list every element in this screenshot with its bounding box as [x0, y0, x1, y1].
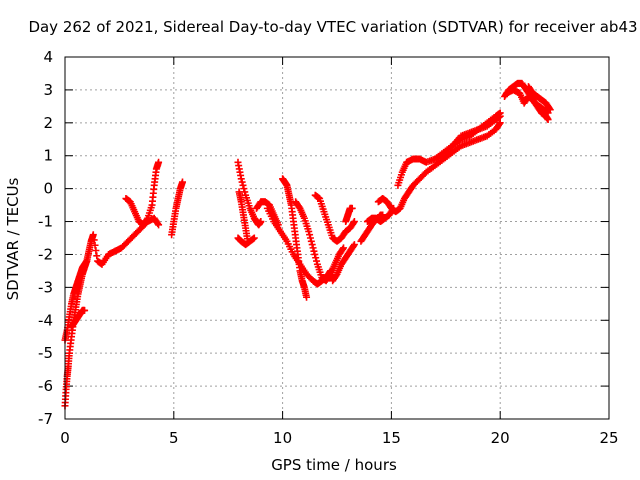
y-tick-label: -5: [38, 344, 53, 362]
series-arc-5: [168, 178, 187, 239]
data-point: [237, 175, 245, 183]
data-point: [143, 216, 151, 224]
data-point: [92, 247, 100, 255]
data-point: [350, 241, 358, 249]
data-point: [350, 218, 358, 226]
data-point: [495, 120, 503, 128]
data-point: [496, 109, 504, 117]
data-point: [545, 104, 553, 112]
data-point: [303, 293, 311, 301]
x-tick-label: 5: [169, 429, 179, 447]
series-arc-11: [279, 175, 311, 301]
x-axis-label: GPS time / hours: [271, 456, 397, 474]
data-point: [244, 237, 252, 245]
data-point: [340, 244, 348, 252]
series-arc-6: [234, 158, 265, 229]
y-tick-label: -2: [38, 245, 53, 263]
series-arc-3: [68, 306, 89, 331]
data-point: [309, 244, 317, 252]
data-point: [240, 185, 248, 193]
data-point: [91, 241, 99, 249]
y-tick-label: -7: [38, 410, 53, 428]
data-point: [90, 236, 98, 244]
data-point: [496, 119, 504, 127]
data-point: [81, 306, 89, 314]
data-point: [250, 234, 258, 242]
series-arc-18: [374, 119, 504, 216]
series-arc-14: [329, 241, 358, 285]
data-point: [308, 241, 316, 249]
data-point: [312, 254, 320, 262]
x-tick-label: 10: [273, 429, 292, 447]
data-point: [307, 237, 315, 245]
series-arc-22: [503, 86, 552, 124]
series-arc-8: [235, 188, 252, 245]
series-arc-23: [524, 83, 554, 114]
data-point: [83, 257, 91, 265]
series-arc-13: [311, 191, 358, 245]
x-tick-label: 15: [382, 429, 401, 447]
x-tick-label: 25: [599, 429, 618, 447]
chart-title: Day 262 of 2021, Sidereal Day-to-day VTE…: [28, 18, 637, 36]
y-tick-label: 1: [43, 147, 53, 165]
data-point: [350, 242, 358, 250]
data-point: [155, 221, 163, 229]
data-point: [350, 219, 358, 227]
y-tick-label: 3: [43, 81, 53, 99]
plot-frame: [64, 56, 610, 420]
y-tick-label: 0: [43, 180, 53, 198]
data-point: [305, 227, 313, 235]
grid: [65, 57, 609, 419]
data-point: [310, 247, 318, 255]
y-axis-label: SDTVAR / TECUs: [4, 177, 22, 300]
data-point: [546, 106, 554, 114]
y-tick-label: -4: [38, 311, 53, 329]
x-tick-label: 20: [491, 429, 510, 447]
data-point: [93, 252, 101, 260]
series-arc-20: [431, 109, 504, 163]
data-point: [348, 204, 356, 212]
data-point: [339, 245, 347, 253]
data-point: [154, 220, 162, 228]
data-point: [155, 158, 163, 166]
data-point: [238, 178, 246, 186]
data-point: [89, 231, 97, 239]
series-arc-4: [122, 158, 163, 229]
data-point: [311, 250, 319, 258]
y-tick-label: 2: [43, 114, 53, 132]
data-point: [306, 234, 314, 242]
axis-ticks: 0 5 10 15 20 25 -7 -6 -5 -4 -3 -2 -1 0 1 2 3 4: [38, 48, 619, 447]
data-point: [239, 181, 247, 189]
data-point: [257, 218, 265, 226]
y-tick-label: 4: [43, 48, 53, 66]
x-tick-label: 0: [60, 429, 70, 447]
series-arc-12: [292, 198, 348, 285]
data-point: [313, 257, 321, 265]
data-point: [544, 116, 552, 124]
series-arc-1: [61, 214, 163, 410]
y-tick-label: -3: [38, 278, 53, 296]
data-point: [306, 231, 314, 239]
y-tick-label: -6: [38, 377, 53, 395]
data-points: [61, 79, 554, 410]
data-point: [179, 178, 187, 186]
series-arc-15: [342, 204, 356, 226]
y-tick-label: -1: [38, 213, 53, 231]
